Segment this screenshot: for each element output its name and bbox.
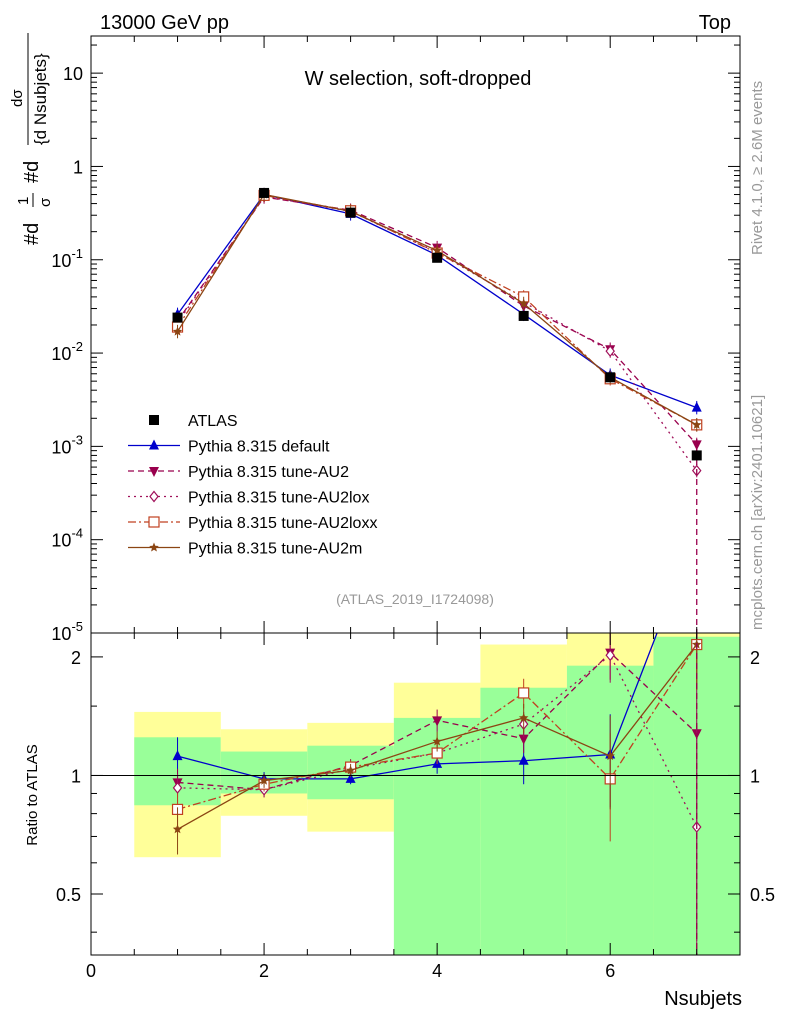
x-tick-label: 2 <box>259 961 269 981</box>
ratio-tick-label-right: 2 <box>750 648 760 668</box>
triangle-down-marker <box>691 440 702 451</box>
y-axis-label-part: {d Nsubjets} <box>31 53 50 145</box>
data-marker <box>432 252 443 263</box>
legend-label: Pythia 8.315 tune-AU2lox <box>188 490 369 507</box>
data-marker <box>172 312 183 323</box>
y-axis-label-part: 1 <box>15 197 32 205</box>
data-marker <box>691 450 702 461</box>
diamond-marker <box>605 345 615 358</box>
triangle-down-marker <box>149 467 159 477</box>
y-axis-label-part: dσ <box>9 89 26 107</box>
y-tick-label: 10-2 <box>51 339 83 364</box>
star-marker <box>259 775 269 785</box>
mcplots-label: mcplots.cern.ch [arXiv:2401.10621] <box>749 395 766 630</box>
main-series-line <box>176 195 698 471</box>
ratio-tick-label-right: 0.5 <box>750 885 775 905</box>
diamond-marker <box>149 490 159 503</box>
y-axis-label: #d 1 σ #d dσ {d Nsubjets} <box>9 33 54 245</box>
star-marker <box>172 824 183 834</box>
y-tick-label: 10 <box>63 64 83 84</box>
y-tick-label: 10-1 <box>51 246 83 271</box>
x-tick-label: 0 <box>86 961 96 981</box>
data-marker <box>518 310 529 321</box>
x-axis-label: Nsubjets <box>664 988 742 1010</box>
ratio-tick-label-left: 1 <box>71 766 81 786</box>
triangle-up-marker <box>172 750 183 761</box>
star-marker <box>149 542 159 552</box>
y-tick-label: 10-5 <box>51 619 83 644</box>
ratio-y-axis-label: Ratio to ATLAS <box>24 744 41 845</box>
legend-label: ATLAS <box>188 413 238 430</box>
triangle-down-marker <box>518 734 529 745</box>
star-marker <box>432 736 442 746</box>
main-series-line <box>176 193 698 426</box>
y-axis-label-part: #d <box>21 223 43 245</box>
ratio-plot-frame <box>90 632 741 956</box>
triangle-up-marker <box>691 401 702 412</box>
diamond-marker <box>172 781 183 794</box>
y-tick-label: 10-3 <box>51 432 83 457</box>
header-process-label: Top <box>699 12 731 34</box>
y-axis-label-part: #d <box>21 161 43 183</box>
rivet-label: Rivet 4.1.0, ≥ 2.6M events <box>749 81 766 255</box>
star-marker <box>692 419 702 429</box>
star-marker <box>605 751 615 761</box>
star-marker <box>432 245 442 255</box>
y-axis-label-part: σ <box>37 197 54 207</box>
star-marker <box>518 298 529 308</box>
square-marker <box>148 516 160 528</box>
data-marker <box>259 187 270 198</box>
x-tick-label: 6 <box>605 961 615 981</box>
star-marker <box>345 765 356 775</box>
star-marker <box>172 326 183 336</box>
triangle-up-marker <box>149 439 159 450</box>
main-series-line <box>176 194 698 426</box>
axes-group: 0 2 4 6 10-5 10-4 10-3 10-2 10-1 1 10 0.5 0.5 1 1 2 2 <box>51 36 775 981</box>
ratio-uncertainty-bands <box>134 633 740 955</box>
diamond-marker <box>605 649 615 662</box>
chart-title: W selection, soft-dropped <box>305 68 532 90</box>
square-marker <box>518 687 530 699</box>
legend-label: Pythia 8.315 tune-AU2 <box>188 464 349 481</box>
data-marker <box>149 415 159 425</box>
header-energy-label: 13000 GeV pp <box>100 12 229 34</box>
ratio-tick-label-left: 2 <box>71 648 81 668</box>
main-series-line <box>177 193 697 409</box>
analysis-id: (ATLAS_2019_I1724098) <box>336 591 494 607</box>
main-series-group <box>171 187 703 633</box>
ratio-tick-label-left: 0.5 <box>56 885 81 905</box>
y-axis-label-text: #d 1 σ #d dσ {d Nsubjets} <box>9 33 54 245</box>
triangle-up-marker <box>345 772 356 783</box>
y-tick-label: 10-4 <box>51 526 83 551</box>
triangle-up-marker <box>518 754 529 765</box>
data-marker <box>345 207 356 218</box>
x-tick-label: 4 <box>432 961 442 981</box>
legend-label: Pythia 8.315 tune-AU2m <box>188 541 362 558</box>
legend-label: Pythia 8.315 default <box>188 439 330 456</box>
legend-label: Pythia 8.315 tune-AU2loxx <box>188 515 377 532</box>
y-tick-label: 1 <box>73 157 83 177</box>
legend: ATLAS Pythia 8.315 default Pythia 8.315 tu… <box>128 413 377 558</box>
main-series-line <box>177 196 698 445</box>
star-marker <box>518 712 529 722</box>
data-marker <box>605 372 616 383</box>
ratio-tick-label-right: 1 <box>750 766 760 786</box>
triangle-down-marker <box>432 716 443 727</box>
